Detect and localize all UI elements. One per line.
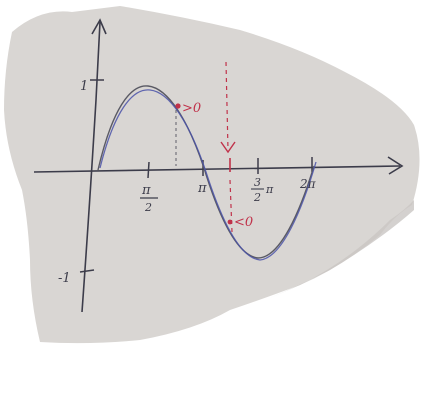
x-label-pi: π	[197, 181, 207, 196]
x-label-pi-over-2-denominator: 2	[144, 201, 152, 214]
x-label-3pi-over-2-pi: π	[265, 183, 274, 196]
negative-point-dot	[227, 219, 233, 225]
x-tick-pi-over-2	[147, 161, 150, 179]
x-label-3pi-over-2-numerator: 3	[254, 176, 261, 189]
paper-sheet	[4, 6, 420, 344]
sign-label-positive: >0	[182, 101, 201, 116]
y-axis	[81, 21, 101, 313]
red-arrow-down	[220, 141, 236, 154]
y-label-neg-1: -1	[58, 271, 71, 286]
x-label-3pi-over-2-denominator: 2	[253, 191, 261, 204]
x-axis-arrowhead	[387, 156, 404, 175]
sine-curve-blue	[99, 89, 317, 261]
positive-point-dot	[175, 103, 181, 109]
sign-label-negative: <0	[234, 215, 253, 230]
y-label-1: 1	[80, 79, 88, 94]
y-tick-neg-1	[79, 269, 95, 273]
x-axis	[33, 165, 401, 173]
x-label-2pi: 2π	[299, 177, 317, 191]
x-label-pi-over-2-numerator: π	[141, 183, 151, 198]
y-axis-arrowhead	[91, 18, 107, 35]
dashed-line-red-upper	[225, 61, 229, 151]
